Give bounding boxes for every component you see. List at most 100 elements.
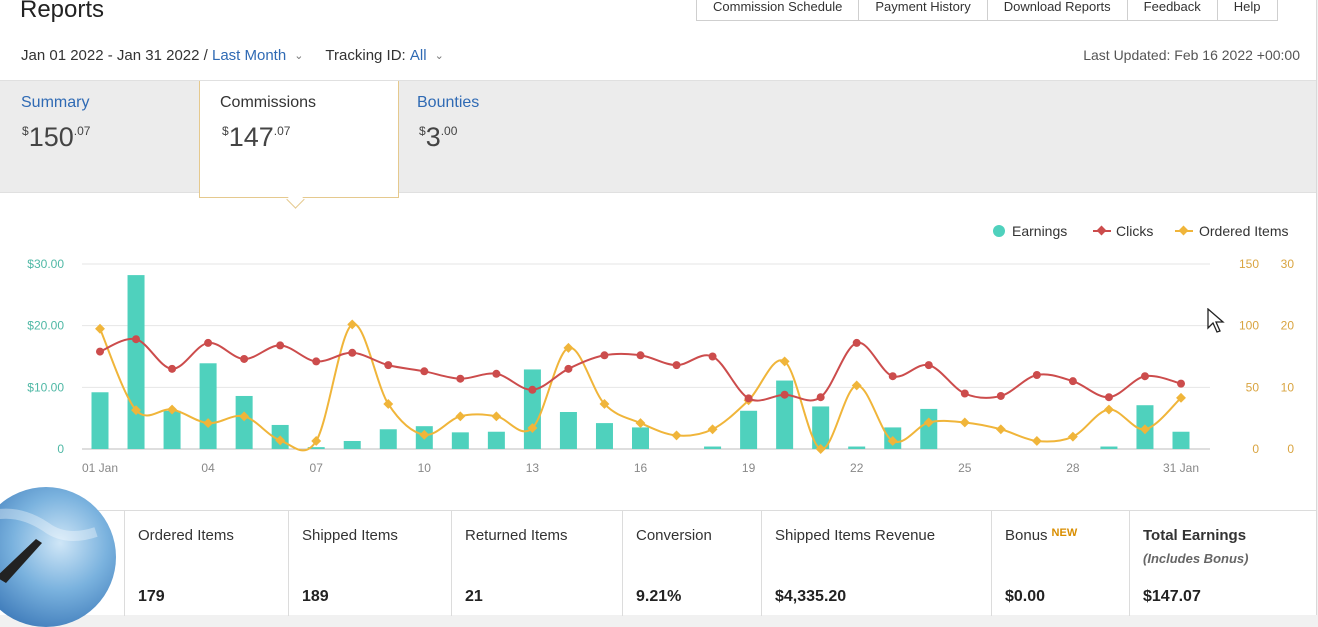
y-tick-ordered: 20 [1281, 319, 1295, 333]
y-tick-ordered: 10 [1281, 380, 1295, 394]
last-updated: Last Updated: Feb 16 2022 +00:00 [1083, 47, 1300, 63]
earnings-bar [595, 423, 613, 449]
ordered-items-point [707, 424, 718, 435]
ordered-items-point [527, 423, 538, 433]
y-tick-clicks: 50 [1246, 380, 1260, 394]
earnings-bar [632, 427, 649, 449]
clicks-point [276, 341, 285, 350]
payment-history-button[interactable]: Payment History [859, 0, 988, 21]
x-tick-label: 19 [742, 461, 756, 475]
earnings-bar [1172, 431, 1190, 449]
clicks-point [744, 394, 753, 403]
mouse-cursor-icon [1207, 308, 1225, 333]
ordered-items-point [419, 429, 430, 440]
ordered-items-point [779, 356, 790, 367]
stat-ordered-items: Ordered Items 179 [124, 511, 289, 616]
stat-shipped-revenue: Shipped Items Revenue $4,335.20 [761, 511, 992, 616]
legend-earnings: Earnings [1012, 223, 1067, 239]
date-range-text: Jan 01 2022 - Jan 31 2022 / [21, 47, 208, 64]
clicks-point [852, 338, 861, 347]
earnings-bar [163, 410, 181, 449]
earnings-bar [91, 392, 109, 449]
clicks-point [996, 391, 1005, 400]
x-tick-label: 22 [850, 461, 864, 475]
report-tabs: Summary $150.07 Commissions $147.07 Boun… [0, 80, 1316, 198]
y-tick-earnings: $30.00 [27, 257, 64, 271]
period-dropdown[interactable]: Last Month [211, 47, 287, 64]
filter-bar: Jan 01 2022 - Jan 31 2022 / Last Month ⌄… [21, 47, 444, 64]
clicks-point [708, 352, 717, 361]
earnings-bar [127, 275, 145, 449]
y-tick-ordered: 0 [1287, 442, 1294, 456]
chevron-down-icon[interactable]: ⌄ [294, 50, 304, 62]
clicks-point [636, 351, 645, 360]
stat-returned-items: Returned Items 21 [451, 511, 623, 616]
x-tick-label: 13 [526, 461, 540, 475]
chart-legend: Earnings Clicks Ordered Items [993, 223, 1288, 239]
earnings-bar [379, 429, 397, 449]
ordered-items-point [959, 417, 970, 428]
ordered-items-point [203, 418, 214, 429]
tab-summary[interactable]: Summary $150.07 [0, 81, 198, 191]
download-reports-button[interactable]: Download Reports [987, 0, 1128, 21]
legend-clicks-marker [1096, 225, 1107, 236]
clicks-point [1177, 379, 1185, 388]
x-tick-label: 25 [958, 461, 972, 475]
clicks-point [348, 348, 357, 357]
clicks-point [384, 361, 393, 370]
ordered-items-point [635, 418, 646, 429]
y-tick-earnings: 0 [57, 442, 64, 456]
earnings-bar [487, 431, 505, 449]
earnings-chart: Earnings Clicks Ordered Items $30.00 $20.… [27, 223, 1295, 475]
clicks-point [168, 364, 177, 373]
earnings-bar [776, 380, 794, 449]
earnings-bar [235, 395, 253, 449]
user-avatar [0, 487, 116, 627]
tracking-id-label: Tracking ID: [325, 47, 406, 64]
ordered-items-point [815, 444, 826, 454]
clicks-point [132, 335, 141, 344]
x-tick-label: 31 Jan [1163, 461, 1199, 475]
commission-schedule-button[interactable]: Commission Schedule [696, 0, 860, 21]
stats-row: Ordered Items 179 Shipped Items 189 Retu… [0, 510, 1316, 616]
tab-bounties-label: Bounties [417, 94, 480, 111]
ordered-items-point [491, 411, 502, 422]
tab-bounties[interactable]: Bounties $3.00 [397, 81, 595, 191]
clicks-point [312, 357, 321, 366]
x-tick-label: 04 [201, 461, 215, 475]
feedback-button[interactable]: Feedback [1127, 0, 1218, 21]
clicks-point [456, 374, 465, 383]
y-tick-earnings: $10.00 [27, 380, 64, 394]
clicks-point [1104, 393, 1113, 402]
earnings-bar [559, 412, 577, 449]
clicks-point [96, 347, 104, 356]
commissions-amount: $147.07 [222, 122, 291, 152]
tab-commissions[interactable]: Commissions $147.07 [199, 81, 399, 198]
clicks-point [492, 369, 501, 378]
chevron-down-icon[interactable]: ⌄ [434, 50, 444, 62]
clicks-point [780, 390, 789, 399]
ordered-items-point [887, 436, 898, 446]
clicks-point [924, 361, 933, 370]
earnings-bar [343, 440, 361, 449]
clicks-point [672, 361, 681, 370]
tracking-id-dropdown[interactable]: All [409, 47, 427, 64]
ordered-items-point [599, 399, 610, 409]
ordered-items-point [1176, 392, 1186, 403]
stat-bonus: Bonus NEW $0.00 [991, 511, 1130, 616]
x-tick-label: 16 [634, 461, 648, 475]
summary-amount: $150.07 [22, 122, 91, 152]
page-title: Reports [20, 0, 105, 23]
earnings-bar [307, 447, 325, 449]
y-tick-ordered: 30 [1281, 257, 1295, 271]
help-button[interactable]: Help [1217, 0, 1278, 21]
clicks-point [960, 389, 969, 398]
clicks-point [1140, 372, 1149, 381]
ordered-items-point [851, 380, 862, 391]
legend-clicks: Clicks [1116, 223, 1153, 239]
earnings-bar [523, 369, 541, 449]
tab-summary-label: Summary [21, 94, 90, 111]
legend-ordered-items: Ordered Items [1199, 223, 1288, 239]
earnings-bar [812, 406, 830, 449]
